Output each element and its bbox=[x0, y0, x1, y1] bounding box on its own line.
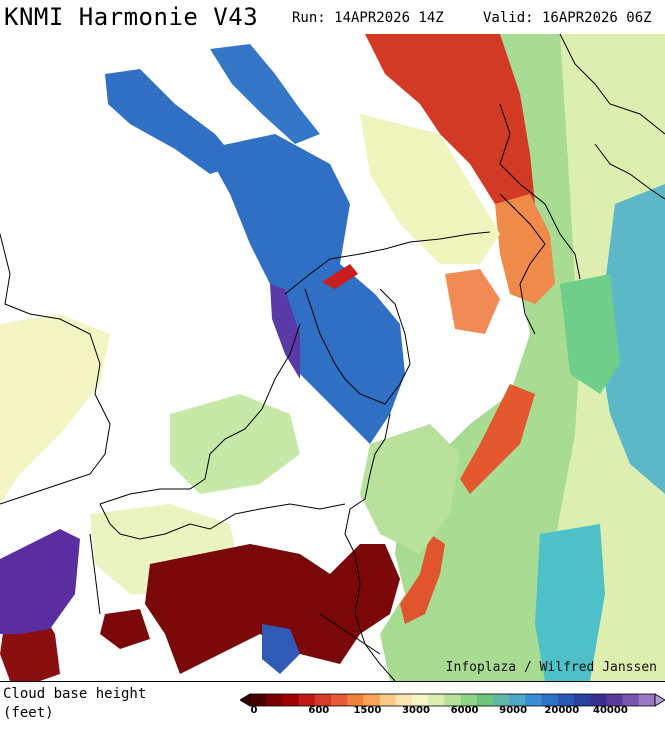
cloud-region-south-darkred bbox=[145, 544, 400, 674]
coastline-borders bbox=[0, 34, 665, 681]
colorbar-tick-label: 0 bbox=[250, 705, 258, 716]
cloud-region-west-yellow bbox=[0, 314, 110, 504]
cloud-region-west-green bbox=[170, 394, 300, 494]
cloud-region-south-red-streak bbox=[400, 534, 445, 624]
parameter-label: Cloud base height bbox=[3, 686, 147, 702]
colorbar-swatch bbox=[622, 694, 640, 706]
valid-time-label: Valid: 16APR2026 06Z bbox=[483, 10, 652, 26]
cloud-region-northeast-red bbox=[365, 34, 535, 224]
colorbar-swatch bbox=[574, 694, 591, 706]
model-title: KNMI Harmonie V43 bbox=[4, 3, 259, 31]
cloud-region-south-darkred-patch bbox=[100, 609, 150, 649]
cloud-region-south-blue bbox=[262, 624, 300, 674]
colorbar-swatch bbox=[395, 694, 413, 706]
cloud-region-center-yellow bbox=[360, 114, 500, 264]
colorbar-max-arrow bbox=[654, 693, 665, 707]
colorbar-tick-label: 20000 bbox=[544, 705, 580, 716]
forecast-map: Infoplaza / Wilfred Janssen bbox=[0, 34, 665, 681]
cloud-region-orange-patch bbox=[445, 269, 500, 334]
cloud-region-center-green bbox=[360, 424, 460, 554]
colorbar-tick-label: 3000 bbox=[402, 705, 430, 716]
colorbar-swatch bbox=[541, 694, 559, 706]
colorbar-swatch bbox=[606, 694, 624, 706]
run-time-label: Run: 14APR2026 14Z bbox=[292, 10, 444, 26]
colorbar-swatch bbox=[250, 694, 267, 706]
colorbar-swatch bbox=[444, 694, 462, 706]
colorbar-swatch bbox=[460, 694, 478, 706]
colorbar-swatch bbox=[298, 694, 316, 706]
cloud-region-southwest-purple bbox=[0, 529, 80, 634]
colorbar-swatch bbox=[379, 694, 397, 706]
cloud-region-red-island bbox=[322, 264, 358, 289]
cloud-region-purple-edge bbox=[270, 284, 300, 379]
colorbar-swatch bbox=[557, 694, 575, 706]
map-header: KNMI Harmonie V43 Run: 14APR2026 14Z Val… bbox=[0, 0, 665, 34]
colorbar-tick-label: 9000 bbox=[499, 705, 528, 716]
colorbar-swatch bbox=[314, 694, 332, 706]
colorbar-tick-label: 1500 bbox=[353, 705, 382, 716]
colorbar-swatch bbox=[476, 694, 494, 706]
colorbar-swatch bbox=[590, 694, 607, 706]
colorbar-swatch bbox=[412, 694, 429, 706]
colorbar-swatch bbox=[428, 694, 445, 706]
colorbar-swatch bbox=[525, 694, 543, 706]
colorbar-swatch bbox=[282, 694, 300, 706]
colorbar-swatch bbox=[266, 694, 283, 706]
cloud-region-east-cyan bbox=[600, 184, 665, 494]
colorbar-min-arrow bbox=[240, 693, 251, 707]
colorbar-swatch bbox=[347, 694, 364, 706]
colorbar-swatch bbox=[509, 694, 526, 706]
colorbar-tick-label: 40000 bbox=[592, 705, 628, 716]
color-scale-bar bbox=[240, 693, 665, 707]
map-canvas bbox=[0, 34, 665, 681]
colorbar-tick-label: 6000 bbox=[450, 705, 479, 716]
colorbar-outline bbox=[249, 693, 656, 707]
legend-footer: Cloud base height (feet) 0 600 1500 3000 600… bbox=[0, 681, 665, 736]
colorbar-swatch bbox=[363, 694, 381, 706]
cloud-region-east-red-streak bbox=[460, 384, 535, 494]
cloud-region-north-blue-streak-2 bbox=[210, 44, 320, 144]
cloud-region-east-mint bbox=[560, 274, 620, 394]
colorbar-swatch bbox=[331, 694, 348, 706]
cloud-region-north-blue-streak bbox=[105, 69, 240, 174]
cloud-region-northeast-orange bbox=[495, 194, 555, 304]
data-credit: Infoplaza / Wilfred Janssen bbox=[445, 660, 657, 675]
cloud-region-southeast-cyan bbox=[535, 524, 605, 681]
colorbar-tick-label: 600 bbox=[308, 705, 330, 716]
colorbar-swatch bbox=[493, 694, 510, 706]
colorbar-swatch bbox=[638, 694, 656, 706]
unit-label: (feet) bbox=[3, 705, 54, 721]
